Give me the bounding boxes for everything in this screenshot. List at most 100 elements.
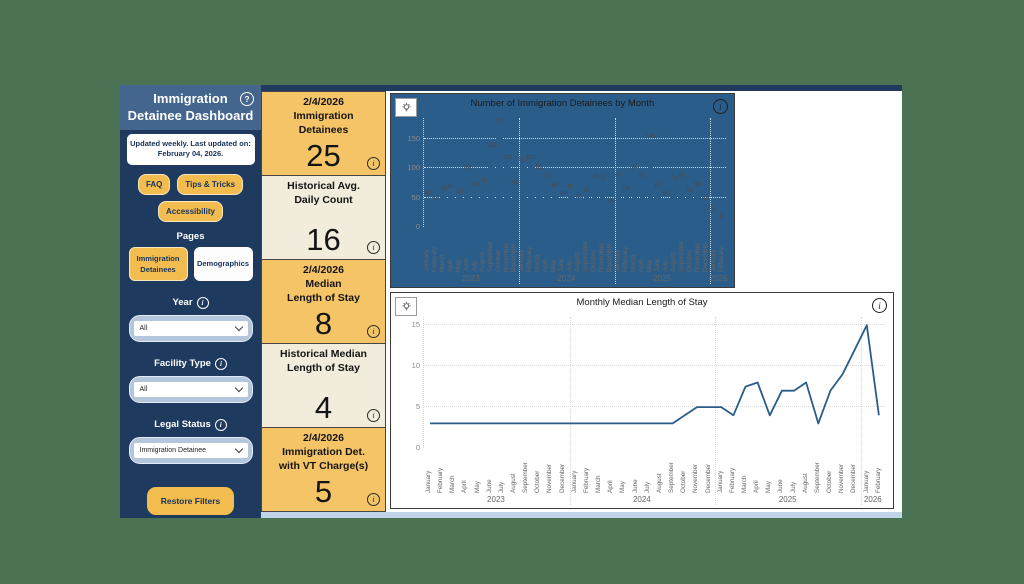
bar[interactable] — [655, 190, 661, 227]
bar[interactable] — [718, 220, 725, 227]
bar[interactable] — [425, 198, 431, 227]
bar[interactable] — [615, 179, 622, 227]
bar-slot: 80 — [638, 118, 646, 227]
x-axis-tick-label: October — [494, 249, 502, 272]
x-axis-tick-label: September — [486, 241, 494, 272]
bar-slot: 11 — [718, 118, 726, 227]
x-axis-tick-label: May — [619, 481, 627, 493]
page-button-demographics[interactable]: Demographics — [193, 246, 253, 282]
info-icon[interactable]: i — [367, 409, 380, 422]
bar[interactable] — [441, 192, 447, 227]
bar[interactable] — [639, 179, 645, 227]
bar[interactable] — [687, 194, 693, 227]
bar[interactable] — [488, 150, 495, 227]
y-axis-tick-label: 10 — [411, 361, 420, 371]
x-axis-tick-label: December — [606, 242, 614, 272]
bar[interactable] — [496, 126, 503, 227]
filter-year: Year i All — [120, 292, 261, 343]
bar[interactable] — [472, 188, 479, 227]
facility-dropdown[interactable]: All — [128, 376, 253, 404]
bar-slot: 53 — [456, 118, 464, 227]
x-axis-tick-label: July — [470, 260, 478, 272]
insights-lightbulb-icon[interactable] — [395, 297, 417, 316]
facility-info-icon[interactable]: i — [214, 357, 227, 370]
bar[interactable] — [552, 189, 558, 227]
x-axis-tick-label: March — [449, 475, 457, 494]
bar[interactable] — [695, 189, 701, 227]
info-icon[interactable]: i — [367, 157, 380, 170]
bar-value-label: 55 — [583, 186, 591, 194]
kpi-column: 2/4/2026 Immigration Detainees 25 i Histori… — [261, 91, 386, 512]
bar[interactable] — [520, 163, 526, 227]
kpi-card: 2/4/2026 Immigration Det. with VT Charge… — [261, 427, 386, 512]
x-axis-tick-label: April — [446, 259, 454, 272]
faq-button[interactable]: FAQ — [137, 173, 171, 195]
legal-status-dropdown[interactable]: Immigration Detainee — [128, 437, 253, 465]
bar[interactable] — [623, 192, 630, 227]
bar[interactable] — [591, 181, 598, 227]
info-icon[interactable]: i — [872, 298, 887, 313]
bar[interactable] — [607, 206, 614, 227]
insights-lightbulb-icon[interactable] — [395, 98, 417, 117]
x-axis-tick-label: March — [595, 475, 603, 494]
bar[interactable] — [449, 191, 455, 227]
bar[interactable] — [457, 195, 463, 227]
bar-value-label: 61 — [567, 183, 575, 191]
bar[interactable] — [711, 214, 717, 227]
bar[interactable] — [560, 198, 566, 227]
x-axis-tick-label: May — [454, 260, 462, 272]
gridline — [424, 167, 726, 169]
chevron-down-icon — [234, 323, 243, 332]
bar[interactable] — [703, 202, 709, 227]
y-axis-tick-label: 5 — [415, 402, 420, 412]
accessibility-button[interactable]: Accessibility — [158, 200, 223, 222]
year-dropdown[interactable]: All — [128, 315, 253, 343]
bar-slot: 65 — [472, 118, 480, 227]
bar[interactable] — [663, 197, 669, 227]
bar[interactable] — [504, 161, 511, 227]
help-icon[interactable]: ? — [240, 92, 254, 106]
x-axis-tick-label: July — [497, 481, 505, 493]
x-axis-tick-label: September — [813, 462, 821, 493]
x-axis-tick-label: January — [862, 470, 870, 493]
info-icon[interactable]: i — [367, 325, 380, 338]
bar[interactable] — [433, 202, 439, 227]
median-stay-line[interactable] — [424, 317, 885, 448]
bar-value-label: 68 — [511, 178, 519, 186]
info-icon[interactable]: i — [712, 99, 728, 114]
restore-filters-button[interactable]: Restore Filters — [146, 487, 235, 516]
x-axis-tick-label: August — [655, 473, 663, 493]
bar[interactable] — [512, 186, 518, 227]
x-axis-tick-label: June — [558, 258, 566, 272]
bar[interactable] — [679, 179, 685, 227]
line-chart-panel: Monthly Median Length of Stay i 0 5 10 15 Ja… — [390, 292, 894, 509]
bar[interactable] — [568, 191, 574, 227]
bar[interactable] — [647, 140, 653, 227]
kpi-title: Historical Avg. Daily Count — [287, 180, 360, 206]
page-button-immigration-detainees[interactable]: Immigration Detainees — [128, 246, 188, 282]
bar-value-label: 63 — [551, 181, 559, 189]
bar[interactable] — [536, 172, 542, 227]
bar[interactable] — [584, 194, 590, 227]
bar[interactable] — [671, 183, 677, 227]
x-axis-tick-label: February — [582, 467, 590, 493]
bar[interactable] — [599, 182, 606, 227]
bar-plot-area: 0 50 100 150 49 41 58 61 53 94 65 70 130 171 111 68 107 1… — [407, 118, 726, 284]
bar[interactable] — [480, 185, 487, 227]
x-axis-tick-label: June — [462, 258, 470, 272]
y-axis-tick-label: 150 — [407, 133, 420, 143]
bar[interactable] — [544, 181, 550, 227]
bar[interactable] — [631, 171, 638, 227]
tips-tricks-button[interactable]: Tips & Tricks — [177, 173, 244, 195]
year-info-icon[interactable]: i — [196, 296, 209, 309]
bar[interactable] — [576, 200, 582, 227]
legal-status-info-icon[interactable]: i — [214, 418, 227, 431]
info-icon[interactable]: i — [367, 493, 380, 506]
bar[interactable] — [464, 171, 471, 227]
bar-value-label: 41 — [702, 194, 710, 202]
bar-slot: 74 — [670, 118, 678, 227]
bar[interactable] — [528, 162, 534, 227]
info-icon[interactable]: i — [367, 241, 380, 254]
x-axis-tick-label: July — [566, 260, 574, 272]
kpi-value: 8 — [314, 306, 333, 341]
